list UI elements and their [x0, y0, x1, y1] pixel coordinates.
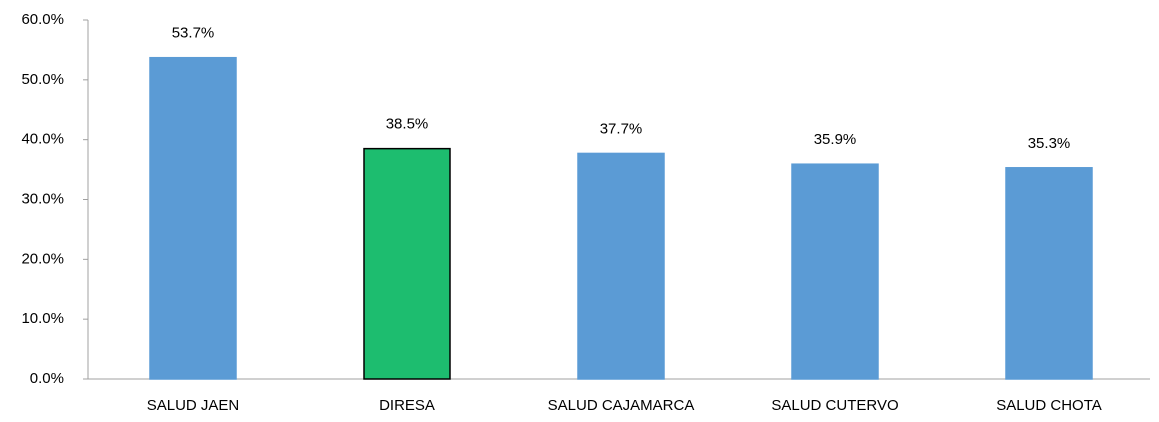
- y-tick-label: 10.0%: [21, 310, 64, 327]
- bar: [577, 152, 665, 380]
- bar: [791, 163, 879, 380]
- x-tick-label: SALUD JAEN: [147, 397, 240, 414]
- y-tick-label: 30.0%: [21, 190, 64, 207]
- bar: [1005, 167, 1093, 380]
- value-label: 35.3%: [1028, 135, 1071, 152]
- bar: [149, 56, 237, 380]
- value-label: 38.5%: [386, 116, 429, 133]
- value-label: 35.9%: [814, 131, 857, 148]
- x-tick-label: DIRESA: [379, 397, 435, 414]
- y-tick-label: 20.0%: [21, 250, 64, 267]
- y-tick-label: 60.0%: [21, 11, 64, 28]
- x-tick-label: SALUD CUTERVO: [771, 397, 898, 414]
- x-tick-label: SALUD CHOTA: [996, 397, 1102, 414]
- y-tick-label: 50.0%: [21, 71, 64, 88]
- bar: [363, 147, 451, 380]
- y-tick-label: 0.0%: [30, 370, 64, 387]
- value-label: 37.7%: [600, 120, 643, 137]
- value-label: 53.7%: [172, 25, 215, 42]
- y-tick-label: 40.0%: [21, 131, 64, 148]
- x-tick-label: SALUD CAJAMARCA: [548, 397, 695, 414]
